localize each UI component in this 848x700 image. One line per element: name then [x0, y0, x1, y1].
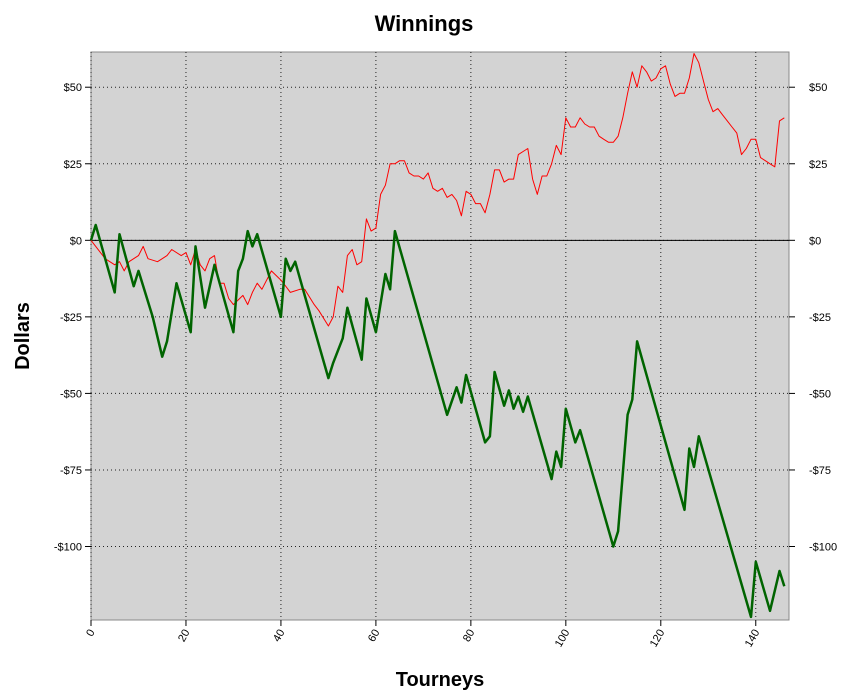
- y-tick-label: -$25: [60, 312, 82, 324]
- x-tick-label: 120: [648, 628, 668, 650]
- y-tick-label: -$75: [60, 465, 82, 477]
- series-line: [89, 223, 786, 619]
- y-tick-label: -$100: [54, 542, 82, 554]
- y-axis-title: Dollars: [12, 302, 34, 370]
- y-tick-label: -$50: [60, 388, 82, 400]
- y-tick-label: $25: [64, 159, 82, 171]
- y2-tick-label: -$25: [809, 312, 831, 324]
- y-tick-label: $0: [70, 235, 82, 247]
- x-tick-label: 40: [271, 628, 288, 645]
- x-tick-label: 100: [553, 628, 573, 650]
- series-line: [90, 53, 785, 327]
- x-tick-label: 60: [366, 628, 383, 645]
- y2-tick-label: -$75: [809, 465, 831, 477]
- y2-tick-label: $0: [809, 235, 821, 247]
- chart-title: Winnings: [375, 11, 474, 36]
- y-tick-label: $50: [64, 82, 82, 94]
- x-tick-label: 80: [461, 628, 478, 645]
- y2-tick-label: -$50: [809, 388, 831, 400]
- y2-tick-label: $25: [809, 159, 827, 171]
- x-tick-label: 20: [176, 628, 193, 645]
- y2-tick-label: -$100: [809, 542, 837, 554]
- x-axis-title: Tourneys: [396, 669, 485, 691]
- y2-tick-label: $50: [809, 82, 827, 94]
- x-tick-label: 0: [84, 628, 97, 639]
- plot-area: [90, 51, 790, 621]
- x-tick-label: 140: [743, 628, 763, 650]
